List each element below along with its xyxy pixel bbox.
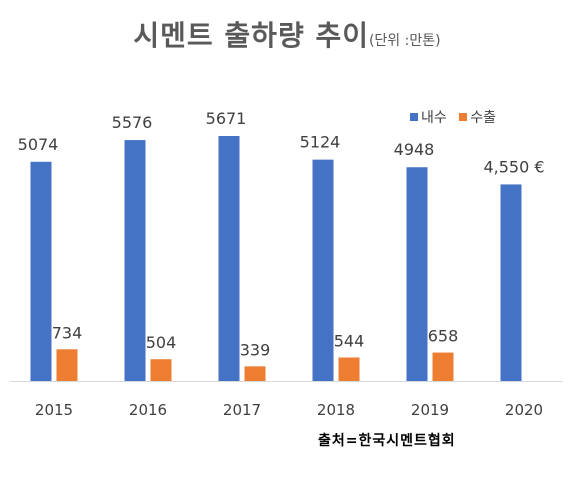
data-label-export-2019: 658 [428, 327, 459, 346]
x-tick-label-2018: 2018 [317, 401, 355, 419]
unit-note: (단위 :만톤) [368, 33, 441, 49]
bar-export-2016 [150, 359, 172, 381]
bar-domestic-2016 [124, 140, 146, 381]
data-label-domestic-2018: 5124 [300, 133, 341, 152]
bar-domestic-2020 [500, 184, 522, 381]
x-tick-label-2016: 2016 [129, 401, 167, 419]
data-label-export-2015: 734 [52, 323, 83, 342]
x-tick-label-2019: 2019 [411, 401, 449, 419]
data-label-export-2016: 504 [146, 333, 177, 352]
x-tick-label-2020: 2020 [505, 401, 543, 419]
legend: 내수 수출 [410, 107, 504, 127]
data-label-domestic-2017: 5671 [206, 109, 247, 128]
data-label-export-2017: 339 [240, 340, 271, 359]
bar-domestic-2015 [30, 161, 52, 381]
legend-label-export: 수출 [470, 110, 496, 126]
bar-domestic-2018 [312, 159, 334, 381]
chart-title-main: 시멘트 출하량 추이 [133, 19, 369, 52]
bar-export-2015 [56, 349, 78, 381]
source-note: 출처=한국시멘트협회 [318, 433, 456, 449]
bar-export-2019 [432, 352, 454, 381]
data-label-domestic-2020: 4,550 € [483, 157, 544, 176]
bar-export-2017 [244, 366, 266, 381]
legend-item-domestic: 내수 [410, 107, 447, 127]
x-tick-label-2017: 2017 [223, 401, 261, 419]
data-label-domestic-2015: 5074 [18, 135, 59, 154]
legend-swatch-domestic [410, 113, 418, 121]
bar-domestic-2017 [218, 136, 240, 381]
bar-export-2018 [338, 357, 360, 381]
chart-title: 시멘트 출하량 추이(단위 :만톤) [0, 14, 574, 54]
bar-domestic-2019 [406, 167, 428, 381]
legend-swatch-export [459, 113, 468, 121]
data-label-export-2018: 544 [334, 331, 365, 350]
legend-item-export: 수출 [459, 107, 496, 127]
data-label-domestic-2016: 5576 [112, 113, 153, 132]
data-label-domestic-2019: 4948 [394, 140, 435, 159]
legend-label-domestic: 내수 [421, 110, 447, 126]
x-tick-label-2015: 2015 [35, 401, 73, 419]
